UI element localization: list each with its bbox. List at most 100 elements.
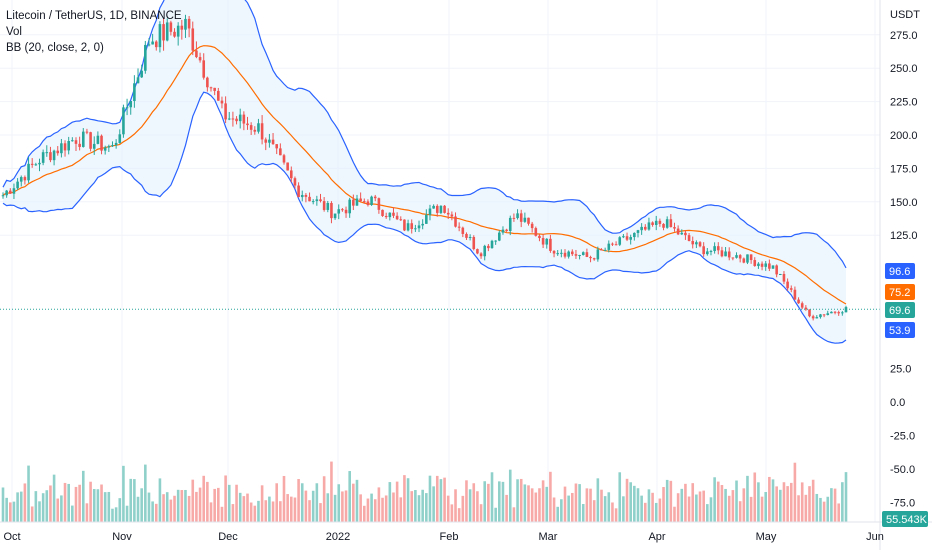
candle: [384, 212, 388, 219]
candle: [727, 247, 731, 261]
volume-bar: [246, 493, 249, 522]
volume-bar: [753, 472, 757, 522]
symbol-title[interactable]: Litecoin / TetherUS, 1D, BINANCE: [6, 10, 182, 22]
candle: [337, 204, 341, 220]
volume-bar: [231, 504, 235, 522]
candle: [180, 19, 184, 40]
candle: [476, 248, 479, 255]
volume-bar: [501, 481, 505, 522]
volume-bar: [746, 475, 749, 522]
candle: [19, 175, 23, 187]
candle: [530, 221, 534, 233]
volume-bar: [731, 490, 735, 522]
candle: [567, 250, 570, 259]
candle: [465, 232, 468, 240]
price-badge: 75.2: [885, 284, 915, 300]
svg-text:75.2: 75.2: [889, 287, 910, 299]
price-badge: 69.6: [885, 302, 915, 318]
candle: [56, 146, 60, 156]
volume-bar: [530, 488, 534, 522]
volume-bar: [392, 492, 395, 522]
time-axis[interactable]: Oct Nov Dec 2022 Feb Mar Apr May Jun: [3, 531, 883, 543]
volume-bar: [23, 483, 27, 522]
candle: [63, 140, 67, 157]
volume-bar: [446, 495, 450, 522]
candle: [779, 273, 782, 276]
price-tick-label: 125.0: [890, 230, 918, 242]
candle: [173, 28, 176, 38]
volume-bar: [114, 507, 118, 522]
volume-bar: [297, 479, 300, 522]
volume-bar: [264, 500, 268, 522]
volume-bar: [169, 499, 173, 522]
candle: [12, 183, 16, 200]
volume-bar: [775, 486, 778, 522]
volume-bar: [238, 492, 242, 522]
volume-bar: [592, 500, 596, 522]
volume-bar: [797, 495, 800, 522]
volume-bar: [585, 488, 589, 522]
candle: [71, 137, 74, 142]
volume-bar: [125, 505, 129, 522]
volume-bar: [38, 501, 41, 522]
volume-tick-label: -75.0: [890, 498, 915, 510]
volume-bar: [173, 495, 176, 522]
candle: [720, 246, 724, 258]
volume-bar: [217, 487, 220, 522]
volume-bar: [202, 475, 206, 522]
volume-bar: [260, 485, 264, 522]
candle: [625, 232, 629, 242]
volume-bar: [344, 490, 348, 522]
volume-bar: [227, 484, 231, 522]
volume-bar: [165, 492, 169, 522]
candle: [684, 230, 687, 240]
candle: [501, 226, 505, 235]
volume-bar: [560, 499, 563, 522]
volume-bar: [782, 482, 786, 522]
volume-bar: [242, 496, 246, 522]
volume-bar: [789, 482, 793, 522]
candle: [8, 188, 12, 194]
candle: [421, 219, 424, 230]
volume-bar: [85, 503, 89, 522]
candle: [191, 21, 195, 56]
volume-bar: [687, 496, 691, 522]
volume-bar: [450, 504, 454, 522]
volume-bar: [30, 506, 34, 522]
candle: [454, 212, 457, 228]
volume-bar: [523, 484, 527, 522]
bollinger-upper: [2, 0, 847, 269]
candle: [392, 207, 395, 219]
volume-legend[interactable]: Vol: [6, 26, 22, 38]
candle: [198, 52, 202, 63]
candle: [304, 193, 308, 203]
volume-bar: [779, 489, 782, 522]
volume-bar: [49, 485, 52, 522]
candle: [78, 136, 81, 151]
candle: [570, 249, 574, 256]
candle: [85, 128, 89, 135]
candle: [457, 222, 461, 232]
candle: [242, 111, 246, 131]
candle: [472, 235, 476, 251]
price-axis[interactable]: 275.0 250.0 225.0 200.0 175.0 150.0 125.0: [890, 30, 918, 242]
candle: [176, 22, 180, 46]
candle: [249, 122, 253, 135]
candle: [676, 225, 680, 236]
candle: [706, 248, 709, 256]
volume-bar: [629, 482, 632, 522]
candle: [527, 217, 530, 226]
candle: [443, 205, 446, 214]
volume-bar: [275, 483, 279, 522]
candle: [753, 257, 757, 267]
volume-bar: [826, 496, 830, 522]
bollinger-legend[interactable]: BB (20, close, 2, 0): [6, 42, 104, 54]
candle: [622, 234, 625, 239]
volume-bar: [443, 477, 446, 522]
candle: [352, 194, 355, 211]
candle: [333, 213, 337, 220]
candle: [209, 86, 213, 92]
candle: [826, 310, 830, 316]
volume-bar: [749, 496, 753, 522]
